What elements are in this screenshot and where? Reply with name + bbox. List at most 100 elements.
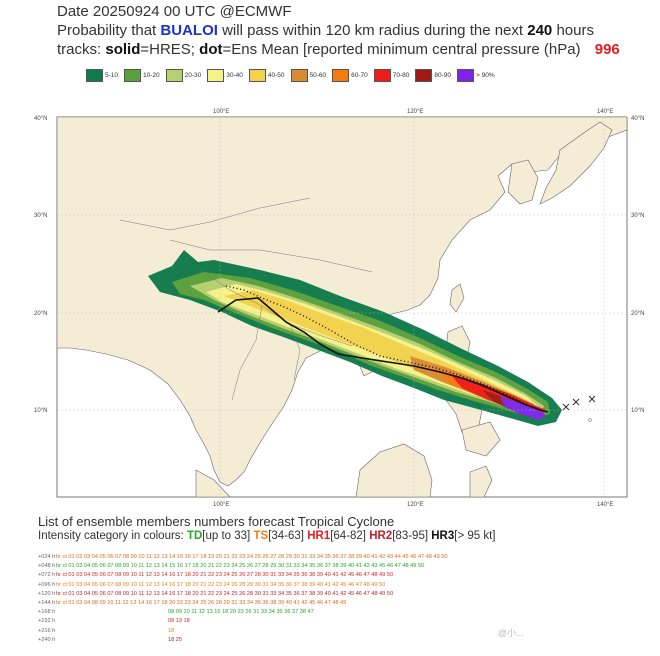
member-row-numbers: hr ct 01 03 04 05 06 07 08 09 10 11 12 1… [56, 581, 386, 588]
legend-label: 5-10 [105, 71, 119, 79]
legend-item: 40-50 [248, 68, 285, 82]
legend-item: 10-20 [124, 68, 160, 82]
member-row-numbers: 08 09 10 11 12 13 16 18 20 23 26 31 33 3… [168, 609, 314, 616]
member-row-lead: +048 h [38, 563, 56, 570]
legend-label: 20-30 [184, 71, 202, 79]
land-islet [588, 418, 592, 422]
legend-label: 30-40 [226, 71, 243, 79]
lon-tick-bottom: 120°E [407, 502, 423, 508]
country-borders [119, 197, 373, 401]
swath-over-90 [500, 396, 546, 420]
dot-word: dot [199, 41, 223, 58]
member-row-lead: +024 h [38, 554, 56, 560]
member-row-numbers: hr ct 01 03 04 05 06 07 08 09 10 11 12 1… [56, 590, 394, 597]
tracks-text-c: =Ens Mean [reported minimum central pres… [222, 41, 581, 58]
probability-line: Probability that BUALOI will pass within… [57, 21, 657, 40]
cat-hr1: HR1 [307, 530, 331, 542]
member-row-lead: +216 h [38, 627, 56, 634]
lat-tick-right: 20°N [631, 311, 644, 317]
legend-label: 80-90 [434, 71, 452, 79]
legend-label: 40-50 [267, 71, 285, 79]
lon-tick-bottom: 100°E [213, 502, 229, 508]
cat-hr2: HR2 [369, 530, 393, 542]
probability-swaths [148, 250, 562, 426]
member-row: +048 h hr ct 01 03 04 05 06 07 08 09 10 1… [38, 562, 648, 571]
land-mindanao [461, 421, 501, 457]
ensemble-mean-track [225, 285, 547, 413]
member-row-lead: +096 h [38, 581, 56, 588]
member-row-numbers: hr ct 01 03 04 08 09 10 11 12 13 14 16 1… [56, 599, 347, 606]
cat-td: TD [186, 530, 203, 542]
lat-ticks: 40°N 30°N 20°N 10°N 40°N 30°N 20°N 10°N [34, 116, 644, 414]
legend-item: 20-30 [165, 68, 202, 82]
member-row: +192 h 09 13 18 [38, 617, 648, 626]
lat-tick-left: 30°N [34, 213, 47, 219]
land-sumatra [195, 469, 231, 497]
legend-item: > 90% [457, 68, 495, 82]
member-row-numbers: 09 13 18 [168, 618, 190, 625]
member-row: +120 h hr ct 01 03 04 05 06 07 08 09 10 1… [38, 590, 648, 599]
legend-swatch [207, 68, 225, 82]
land-sulawesi [469, 465, 493, 497]
member-row: +168 h 08 09 10 11 12 13 16 18 20 23 26 3… [38, 608, 648, 617]
map-svg: 100°E 120°E 140°E 100°E 120°E 140°E 40°N… [34, 109, 644, 508]
lon-ticks: 100°E 120°E 140°E 100°E 120°E 140°E [213, 109, 613, 508]
hours-value: 240 [527, 22, 553, 39]
member-row: +096 h hr ct 01 03 04 05 06 07 08 09 10 1… [38, 581, 648, 590]
lat-tick-right: 30°N [631, 213, 644, 219]
tracks-label: tracks: [57, 41, 102, 58]
lat-tick-left: 10°N [34, 408, 47, 414]
legend-swatch [165, 68, 183, 82]
gridlines [57, 117, 627, 497]
member-row: +024 h hr ct 01 02 03 04 05 06 07 08 09 1… [38, 553, 648, 562]
cat-hr2-range: [83-95] [392, 530, 429, 542]
legend-label: 70-80 [392, 71, 410, 79]
legend-swatch [124, 68, 142, 82]
legend-label: 60-70 [351, 71, 368, 79]
date-line: Date 20250924 00 UTC @ECMWF [57, 3, 292, 20]
legend-swatch [290, 68, 308, 82]
legend-item: 50-60 [290, 68, 327, 82]
member-row: +072 h hr ct 01 03 04 05 06 07 08 09 10 1… [38, 571, 648, 580]
map-content [57, 117, 627, 497]
member-row-numbers: hr ct 01 03 04 05 06 07 08 09 10 11 12 1… [56, 572, 394, 579]
member-row-lead: +192 h [38, 618, 56, 625]
cat-hr1-range: [64-82] [330, 530, 367, 542]
prob-text-b: will pass within 120 km radius during th… [222, 22, 524, 39]
legend-swatch [415, 68, 433, 82]
watermark: @小... [498, 628, 524, 638]
prob-text-a: Probability that [57, 22, 157, 39]
member-row: +216 h 18 [38, 627, 648, 636]
member-row: +144 h hr ct 01 03 04 08 09 10 11 12 13 1… [38, 599, 648, 608]
land-japan [539, 121, 613, 205]
lat-tick-right: 40°N [631, 116, 644, 122]
lon-tick-top: 120°E [407, 109, 423, 115]
storm-name: BUALOI [160, 22, 218, 39]
cat-hr3-range: [> 95 kt] [454, 530, 496, 542]
pressure-value: 996 [594, 41, 620, 58]
lon-tick-top: 140°E [597, 109, 613, 115]
solid-word: solid [105, 41, 141, 58]
member-row-lead: +168 h [38, 609, 56, 616]
member-row-numbers: hr ct 01 03 04 05 06 07 08 09 10 11 12 1… [56, 563, 425, 570]
lon-tick-top: 100°E [213, 109, 229, 115]
tracks-text-b: =HRES; [140, 41, 195, 58]
legend-item: 80-90 [415, 68, 452, 82]
land-borneo [355, 443, 433, 497]
cat-hr3: HR3 [431, 530, 455, 542]
legend-swatch [332, 68, 350, 82]
legend-label: 50-60 [309, 71, 327, 79]
member-table: +024 h hr ct 01 02 03 04 05 06 07 08 09 1… [38, 553, 648, 645]
lat-tick-left: 40°N [34, 116, 47, 122]
lat-tick-right: 10°N [631, 408, 644, 414]
legend-swatch [86, 68, 103, 82]
land-korea [507, 159, 539, 205]
hres-track [217, 297, 549, 413]
track-x-markers [562, 395, 596, 411]
legend-item: 30-40 [207, 68, 243, 82]
legend-item: 70-80 [373, 68, 410, 82]
member-row-lead: +120 h [38, 590, 56, 597]
chart-header: Date 20250924 00 UTC @ECMWF Probability … [57, 2, 657, 59]
member-row: +240 h 18 25 [38, 636, 648, 645]
legend-item: 60-70 [332, 68, 368, 82]
